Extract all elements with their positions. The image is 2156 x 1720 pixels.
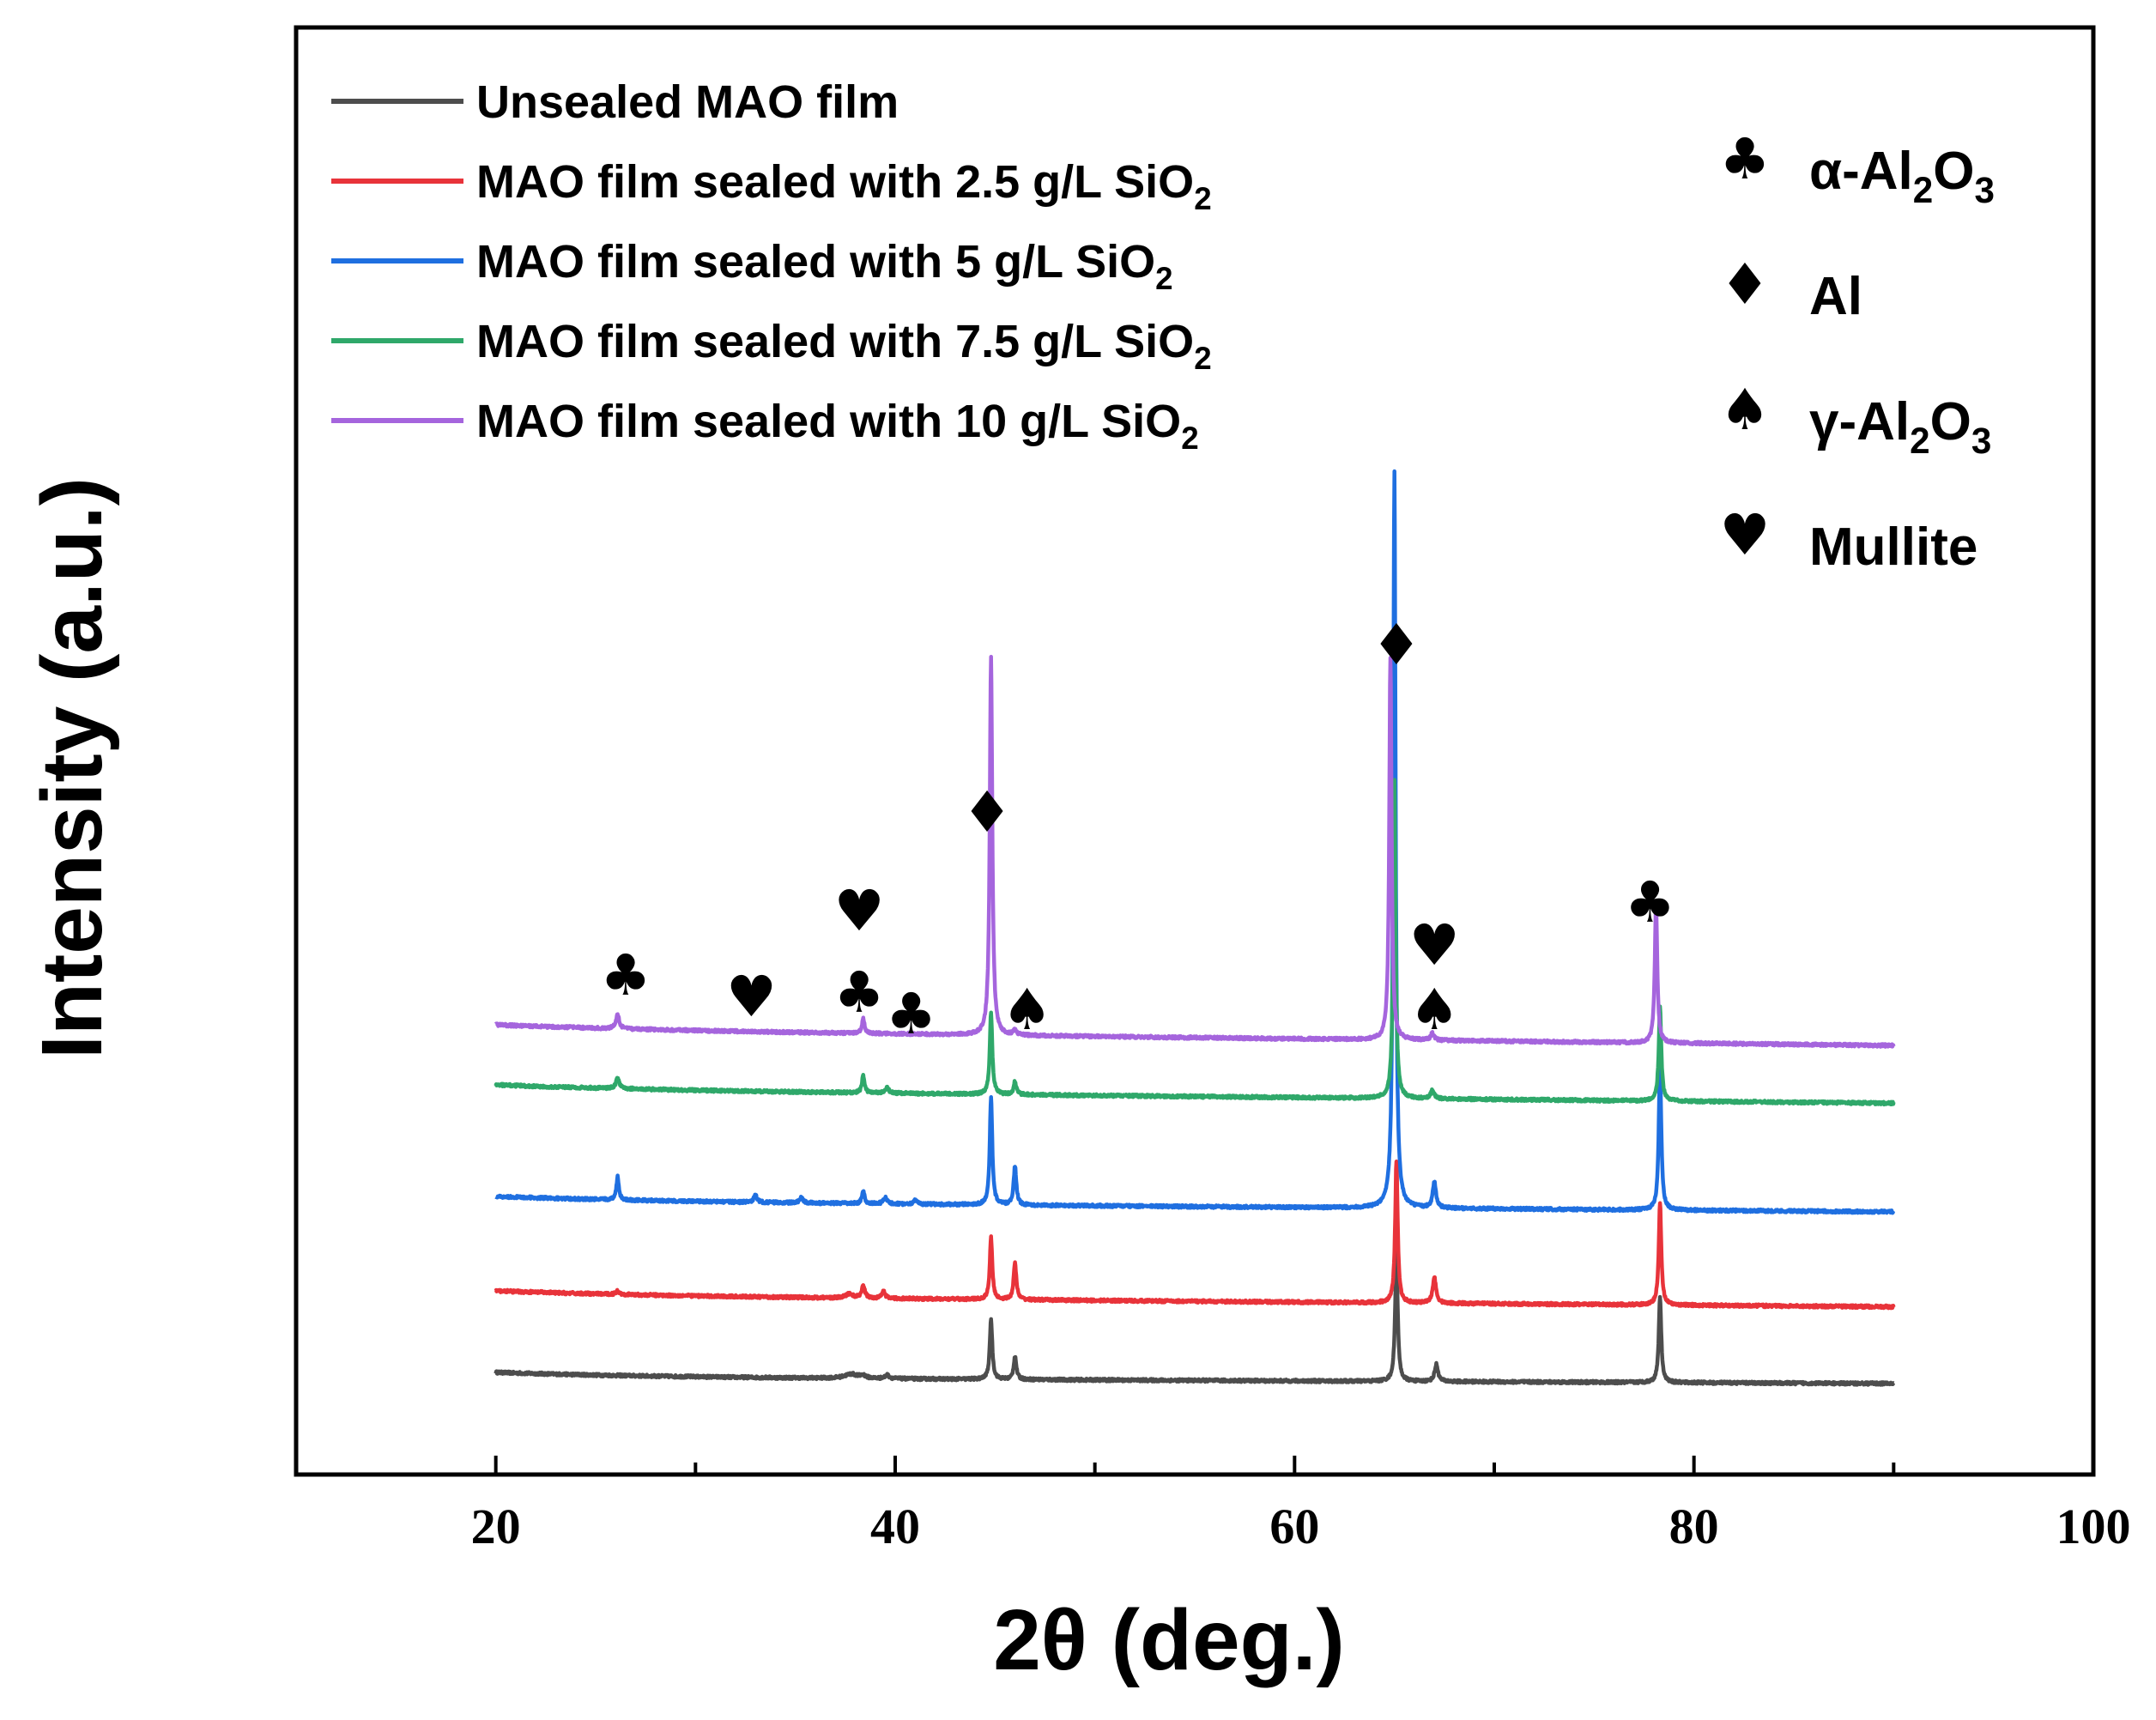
phase-legend: ♣ α-Al2O3♦ Al♠ γ-Al2O3♥ Mullite xyxy=(1719,126,1994,577)
legend-label: MAO film sealed with 7.5 g/L SiO2 xyxy=(476,316,1212,376)
plot-frame xyxy=(294,25,2096,1477)
x-tick-label: 20 xyxy=(471,1499,521,1554)
legend-label-subscript: 2 xyxy=(1181,421,1198,456)
peak-marker: ♦ xyxy=(961,779,1012,845)
phase-label-part: 3 xyxy=(1974,170,1994,210)
legend-label-text: MAO film sealed with 2.5 g/L SiO xyxy=(476,156,1194,208)
phase-label: α-Al2O3 xyxy=(1809,142,1995,210)
peak-marker: ♠ xyxy=(1002,977,1052,1043)
peak-marker: ♥ xyxy=(834,878,885,944)
legend-label-subscript: 2 xyxy=(1155,261,1172,296)
legend-label-text: Unsealed MAO film xyxy=(476,76,899,128)
series-legend: Unsealed MAO film MAO film sealed with 2.… xyxy=(331,76,1212,456)
phase-label-part: γ-Al xyxy=(1809,392,1910,451)
phase-label-part: 3 xyxy=(1971,421,1991,461)
phase-label: Mullite xyxy=(1809,518,1977,577)
legend-label-text: MAO film sealed with 7.5 g/L SiO xyxy=(476,316,1194,367)
legend-label-text: MAO film sealed with 10 g/L SiO xyxy=(476,396,1181,447)
phase-label-part: Mullite xyxy=(1809,518,1977,577)
series-traces xyxy=(494,469,1896,1387)
peak-marker: ♦ xyxy=(1371,612,1421,678)
phase-label: Al xyxy=(1809,267,1862,326)
x-tick-label: 40 xyxy=(870,1499,920,1554)
series-line xyxy=(494,778,1896,1107)
peak-marker: ♥ xyxy=(726,964,777,1030)
series-line xyxy=(494,1250,1896,1387)
legend-label: Unsealed MAO film xyxy=(476,76,899,128)
legend-label-text: MAO film sealed with 5 g/L SiO xyxy=(476,236,1155,288)
phase-marker: ♣ xyxy=(1719,126,1770,192)
peak-marker: ♣ xyxy=(600,942,651,1008)
legend-label-subscript: 2 xyxy=(1194,341,1211,376)
peak-marker: ♣ xyxy=(1625,869,1675,936)
legend-label: MAO film sealed with 10 g/L SiO2 xyxy=(476,396,1199,456)
phase-marker: ♠ xyxy=(1719,377,1770,443)
phase-label-part: 2 xyxy=(1913,170,1933,210)
y-axis-title: Intensity (a.u.) xyxy=(24,477,120,1059)
peak-marker: ♣ xyxy=(834,960,885,1026)
peak-marker: ♠ xyxy=(1409,977,1460,1043)
peak-marker: ♥ xyxy=(1409,912,1460,978)
series-line xyxy=(494,655,1896,1049)
phase-label-part: O xyxy=(1930,392,1971,451)
phase-label-part: O xyxy=(1933,142,1974,201)
x-axis-ticks: 20 40 60 80 100 xyxy=(471,1456,2131,1554)
x-axis-title: 2θ (deg.) xyxy=(993,1592,1345,1688)
phase-label-part: 2 xyxy=(1910,421,1929,461)
legend-label: MAO film sealed with 2.5 g/L SiO2 xyxy=(476,156,1212,216)
peak-markers: ♣ ♥♥♣ ♣ ♠♦♦♥♠♣ xyxy=(600,612,1675,1047)
legend-label: MAO film sealed with 5 g/L SiO2 xyxy=(476,236,1173,296)
x-tick-label: 80 xyxy=(1669,1499,1719,1554)
phase-label: γ-Al2O3 xyxy=(1809,392,1991,461)
phase-marker: ♥ xyxy=(1719,502,1770,568)
phase-marker: ♦ xyxy=(1719,251,1770,318)
phase-label-part: α-Al xyxy=(1809,142,1913,201)
series-line xyxy=(494,469,1896,1215)
legend-label-subscript: 2 xyxy=(1194,181,1211,216)
peak-marker: ♣ xyxy=(886,981,936,1047)
phase-label-part: Al xyxy=(1809,267,1862,326)
series-line xyxy=(494,1160,1896,1311)
x-tick-label: 60 xyxy=(1269,1499,1319,1554)
x-tick-label: 100 xyxy=(2056,1499,2131,1554)
